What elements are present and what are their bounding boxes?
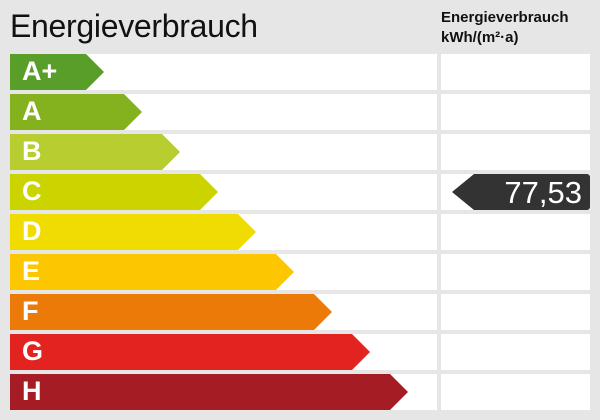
value-cell xyxy=(441,374,590,410)
value-cell xyxy=(441,134,590,170)
column-header-title: Energieverbrauch xyxy=(441,9,569,26)
class-bar: C xyxy=(10,174,218,210)
class-row: B xyxy=(10,134,437,170)
class-label: G xyxy=(22,336,44,366)
class-bar: E xyxy=(10,254,294,290)
value-cell xyxy=(441,334,590,370)
class-row: E xyxy=(10,254,437,290)
class-row: D xyxy=(10,214,437,250)
column-header-unit: kWh/(m²·a) xyxy=(441,29,519,46)
class-bar: D xyxy=(10,214,256,250)
class-row: A+ xyxy=(10,54,437,90)
class-bar: A+ xyxy=(10,54,104,90)
class-bar: F xyxy=(10,294,332,330)
class-label: E xyxy=(22,256,41,286)
class-row: F xyxy=(10,294,437,330)
value-text: 77,53 xyxy=(504,175,582,210)
page-title: Energieverbrauch xyxy=(10,8,258,44)
class-label: F xyxy=(22,296,39,326)
value-cell xyxy=(441,54,590,90)
class-label: A xyxy=(22,96,42,126)
value-cell xyxy=(441,214,590,250)
class-label: C xyxy=(22,176,42,206)
class-row: G xyxy=(10,334,437,370)
column-header: Energieverbrauch kWh/(m²·a) xyxy=(441,8,569,48)
value-marker: 77,53 xyxy=(452,174,590,210)
class-label: H xyxy=(22,376,42,406)
class-bar: G xyxy=(10,334,370,370)
value-cell xyxy=(441,254,590,290)
class-row: H xyxy=(10,374,437,410)
class-bar: B xyxy=(10,134,180,170)
class-bar: H xyxy=(10,374,408,410)
value-cell xyxy=(441,94,590,130)
value-cell xyxy=(441,294,590,330)
class-row: A xyxy=(10,94,437,130)
class-bar: A xyxy=(10,94,142,130)
class-label: B xyxy=(22,136,42,166)
class-row: C xyxy=(10,174,437,210)
class-label: D xyxy=(22,216,42,246)
class-label: A+ xyxy=(22,56,58,86)
